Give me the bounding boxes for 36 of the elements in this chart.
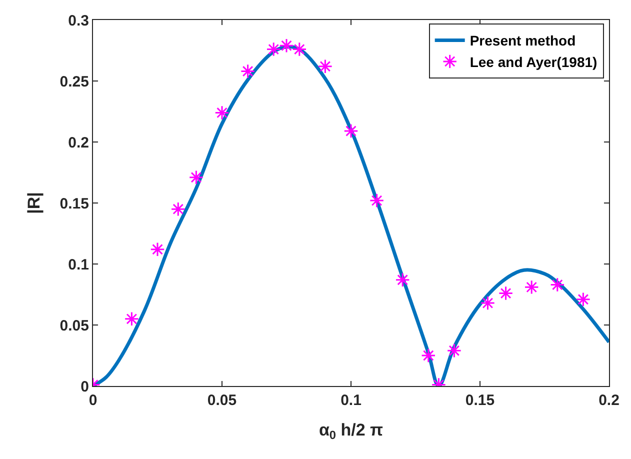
point — [524, 280, 539, 295]
point — [498, 286, 514, 301]
point — [279, 38, 294, 53]
x-tick-label: 0.05 — [207, 392, 237, 409]
point — [446, 343, 462, 358]
point — [480, 296, 496, 310]
point — [214, 105, 230, 120]
point — [170, 202, 186, 216]
y-tick-label: 0 — [80, 378, 89, 396]
point — [240, 64, 256, 79]
legend-label: Lee and Ayer(1981) — [470, 54, 598, 70]
x-tick-label: 0.1 — [340, 392, 362, 409]
y-tick-label: 0.3 — [68, 12, 89, 30]
y-tick-label: 0.25 — [60, 73, 89, 90]
point — [188, 170, 204, 185]
y-tick-label: 0.05 — [60, 317, 89, 334]
legend-label: Present method — [470, 32, 576, 49]
point — [266, 42, 281, 57]
line-series — [93, 45, 609, 386]
point — [318, 59, 333, 74]
point — [369, 193, 384, 208]
point — [344, 124, 358, 138]
point — [395, 272, 410, 288]
point — [421, 348, 436, 363]
y-tick-label: 0.1 — [68, 256, 89, 274]
x-axis-title: α$_{0}$ h/2 π — [318, 420, 384, 442]
point — [292, 42, 307, 57]
y-tick-label: 0.2 — [68, 134, 89, 152]
y-tick-label: 0.15 — [60, 195, 89, 212]
y-axis-title: |R| — [24, 192, 44, 214]
point — [150, 242, 165, 257]
point — [550, 277, 565, 292]
x-tick-label: 0.2 — [598, 392, 620, 409]
x-tick-label: 0.15 — [465, 392, 495, 409]
point — [124, 312, 140, 326]
point — [576, 292, 591, 307]
